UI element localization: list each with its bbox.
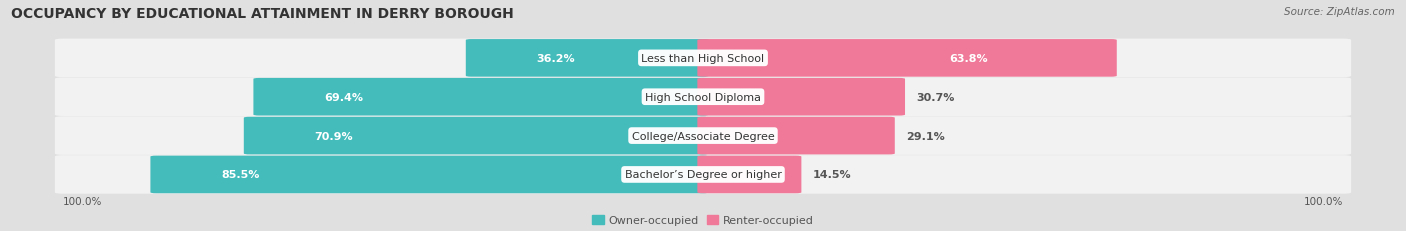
- Text: OCCUPANCY BY EDUCATIONAL ATTAINMENT IN DERRY BOROUGH: OCCUPANCY BY EDUCATIONAL ATTAINMENT IN D…: [11, 7, 515, 21]
- FancyBboxPatch shape: [55, 155, 1351, 194]
- Text: Source: ZipAtlas.com: Source: ZipAtlas.com: [1284, 7, 1395, 17]
- FancyBboxPatch shape: [55, 117, 1351, 155]
- FancyBboxPatch shape: [55, 78, 1351, 116]
- Text: Less than High School: Less than High School: [641, 54, 765, 64]
- FancyBboxPatch shape: [697, 40, 1116, 77]
- Text: 30.7%: 30.7%: [917, 92, 955, 102]
- FancyBboxPatch shape: [697, 156, 801, 193]
- Text: 100.0%: 100.0%: [63, 196, 103, 206]
- Text: 36.2%: 36.2%: [537, 54, 575, 64]
- Text: 63.8%: 63.8%: [949, 54, 987, 64]
- FancyBboxPatch shape: [253, 79, 709, 116]
- Text: 85.5%: 85.5%: [221, 170, 260, 180]
- Legend: Owner-occupied, Renter-occupied: Owner-occupied, Renter-occupied: [592, 215, 814, 225]
- FancyBboxPatch shape: [55, 40, 1351, 78]
- FancyBboxPatch shape: [697, 79, 905, 116]
- Text: Bachelor’s Degree or higher: Bachelor’s Degree or higher: [624, 170, 782, 180]
- Text: 14.5%: 14.5%: [813, 170, 851, 180]
- Text: 100.0%: 100.0%: [1303, 196, 1343, 206]
- Text: 29.1%: 29.1%: [905, 131, 945, 141]
- Text: 70.9%: 70.9%: [315, 131, 353, 141]
- Text: High School Diploma: High School Diploma: [645, 92, 761, 102]
- FancyBboxPatch shape: [465, 40, 709, 77]
- Text: 69.4%: 69.4%: [323, 92, 363, 102]
- FancyBboxPatch shape: [697, 117, 894, 155]
- FancyBboxPatch shape: [243, 117, 709, 155]
- FancyBboxPatch shape: [150, 156, 709, 193]
- Text: College/Associate Degree: College/Associate Degree: [631, 131, 775, 141]
